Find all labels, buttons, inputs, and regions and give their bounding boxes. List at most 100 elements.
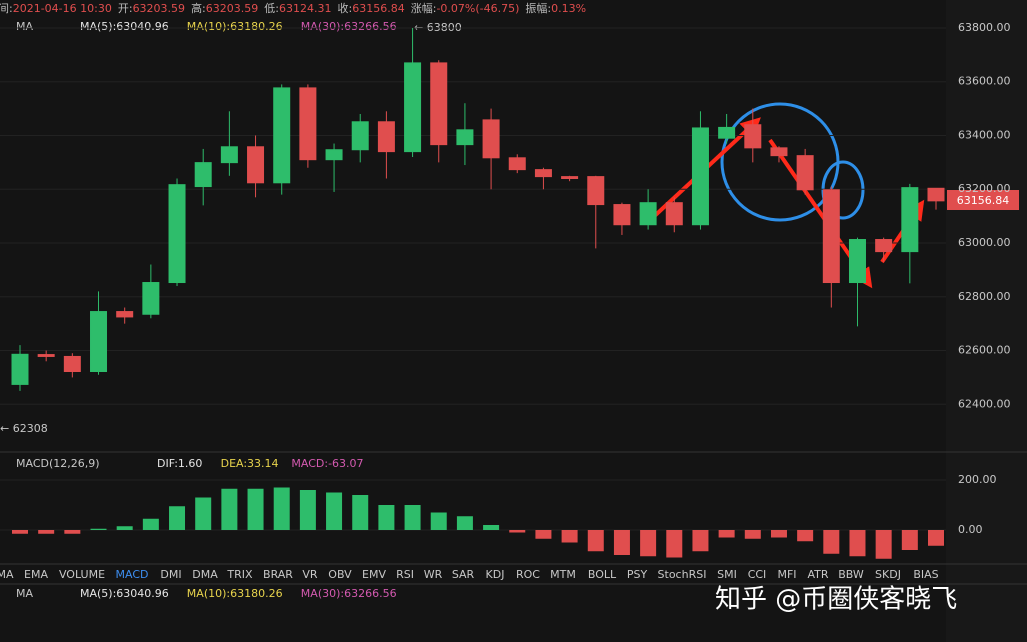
indicator-tab[interactable]: BIAS (913, 568, 938, 581)
candle-body (220, 146, 238, 164)
indicator-tab[interactable]: MTM (550, 568, 576, 581)
indicator-tab[interactable]: PSY (627, 568, 648, 581)
legend-title: MA (16, 20, 33, 33)
candle-body (848, 239, 866, 284)
indicator-tab[interactable]: VR (302, 568, 318, 581)
indicator-tab[interactable]: MA (0, 568, 14, 581)
macd-bar (587, 530, 604, 552)
candle-body (534, 169, 552, 178)
indicator-tab[interactable]: MACD (116, 568, 149, 581)
macd-bar (561, 530, 578, 543)
status-bar: 间:2021-04-16 10:30 开:63203.59 高:63203.59 低:… (0, 0, 592, 18)
candle-body (665, 202, 683, 226)
macd-bar (247, 488, 264, 530)
status-label: 低: (264, 2, 279, 15)
indicator-tab[interactable]: SKDJ (875, 568, 901, 581)
legend-item: DIF:1.60 (157, 457, 202, 470)
candle-body (456, 129, 474, 146)
candle-body (11, 353, 29, 385)
y-tick-label: 62600.00 (958, 344, 1011, 357)
macd-bar (299, 490, 316, 530)
status-value: -0.07%(-46.75) (436, 2, 520, 15)
indicator-tab[interactable]: SMI (717, 568, 737, 581)
candle-body (116, 311, 134, 318)
candle-body (377, 121, 395, 153)
status-value: 63203.59 (205, 2, 259, 15)
status-value: 0.13% (551, 2, 587, 15)
macd-bar (430, 512, 447, 530)
indicator-tab[interactable]: EMA (24, 568, 48, 581)
macd-bar (613, 530, 630, 555)
indicator-tab[interactable]: ROC (516, 568, 540, 581)
y-tick-label: 63200.00 (958, 182, 1011, 195)
macd-bar (273, 487, 290, 530)
indicator-tab[interactable]: BRAR (263, 568, 293, 581)
status-value: 63203.59 (132, 2, 186, 15)
legend-title: MACD(12,26,9) (16, 457, 100, 470)
candle-body (901, 187, 919, 253)
macd-bar (169, 506, 186, 530)
macd-bar (456, 516, 473, 530)
macd-bar (64, 530, 81, 534)
candle-body (404, 62, 422, 153)
indicator-tab[interactable]: OBV (328, 568, 352, 581)
status-label: 开: (117, 2, 133, 15)
candle-body (325, 149, 343, 161)
indicator-tab[interactable]: SAR (452, 568, 475, 581)
indicator-tab[interactable]: BBW (838, 568, 864, 581)
macd-bar (666, 530, 683, 558)
y-tick-label: 63000.00 (958, 236, 1011, 249)
candle-body (587, 176, 605, 206)
macd-bar (770, 530, 787, 538)
y-tick-label: 62800.00 (958, 290, 1011, 303)
indicator-tab[interactable]: ATR (807, 568, 828, 581)
legend-item: MACD:-63.07 (291, 457, 363, 470)
candle-body (718, 126, 736, 139)
indicator-tab[interactable]: DMA (192, 568, 218, 581)
indicator-tab[interactable]: MFI (777, 568, 796, 581)
macd-bar (928, 530, 944, 546)
y-tick-label: 63600.00 (958, 75, 1011, 88)
status-label: 涨幅: (410, 2, 437, 15)
indicator-tab[interactable]: TRIX (226, 568, 253, 581)
y-tick-label: 0.00 (958, 523, 983, 536)
macd-bar (535, 530, 552, 539)
macd-bar (718, 530, 735, 538)
highlight-circle (720, 102, 840, 222)
legend-item: MA(30):63266.56 (301, 20, 397, 33)
macd-bar (116, 526, 133, 530)
indicator-tab[interactable]: StochRSI (658, 568, 707, 581)
indicator-tab[interactable]: CCI (748, 568, 767, 581)
candle-body (273, 87, 291, 184)
legend-item: MA(5):63040.96 (80, 20, 169, 33)
macd-bar (221, 488, 238, 530)
indicator-tab[interactable]: VOLUME (59, 568, 105, 581)
indicator-tab[interactable]: BOLL (588, 568, 617, 581)
candle-body (299, 87, 317, 161)
candle-body (613, 204, 631, 226)
candle-body (822, 189, 840, 284)
price-tag: 63156.84 (957, 194, 1010, 207)
y-tick-label: 63400.00 (958, 128, 1011, 141)
watermark: 知乎 @币圈侠客晓飞 (715, 585, 957, 615)
status-label: 高: (191, 2, 206, 15)
macd-bar (352, 495, 369, 530)
legend-item: DEA:33.14 (221, 457, 279, 470)
indicator-tab[interactable]: EMV (362, 568, 386, 581)
candle-body (561, 176, 579, 179)
candle-body (430, 62, 448, 146)
macd-bar (38, 530, 55, 534)
indicator-tab[interactable]: KDJ (486, 568, 505, 581)
price-tag-bg (947, 190, 1019, 210)
indicator-tab[interactable]: WR (424, 568, 443, 581)
macd-bar (744, 530, 761, 539)
candle-body (142, 282, 160, 315)
candle-body (247, 146, 265, 184)
macd-bar (483, 525, 500, 530)
y-tick-label: 200.00 (958, 473, 997, 486)
status-label: 收: (337, 2, 353, 15)
status-value: 63124.31 (279, 2, 332, 15)
indicator-tab[interactable]: RSI (396, 568, 414, 581)
indicator-tab[interactable]: DMI (160, 568, 181, 581)
